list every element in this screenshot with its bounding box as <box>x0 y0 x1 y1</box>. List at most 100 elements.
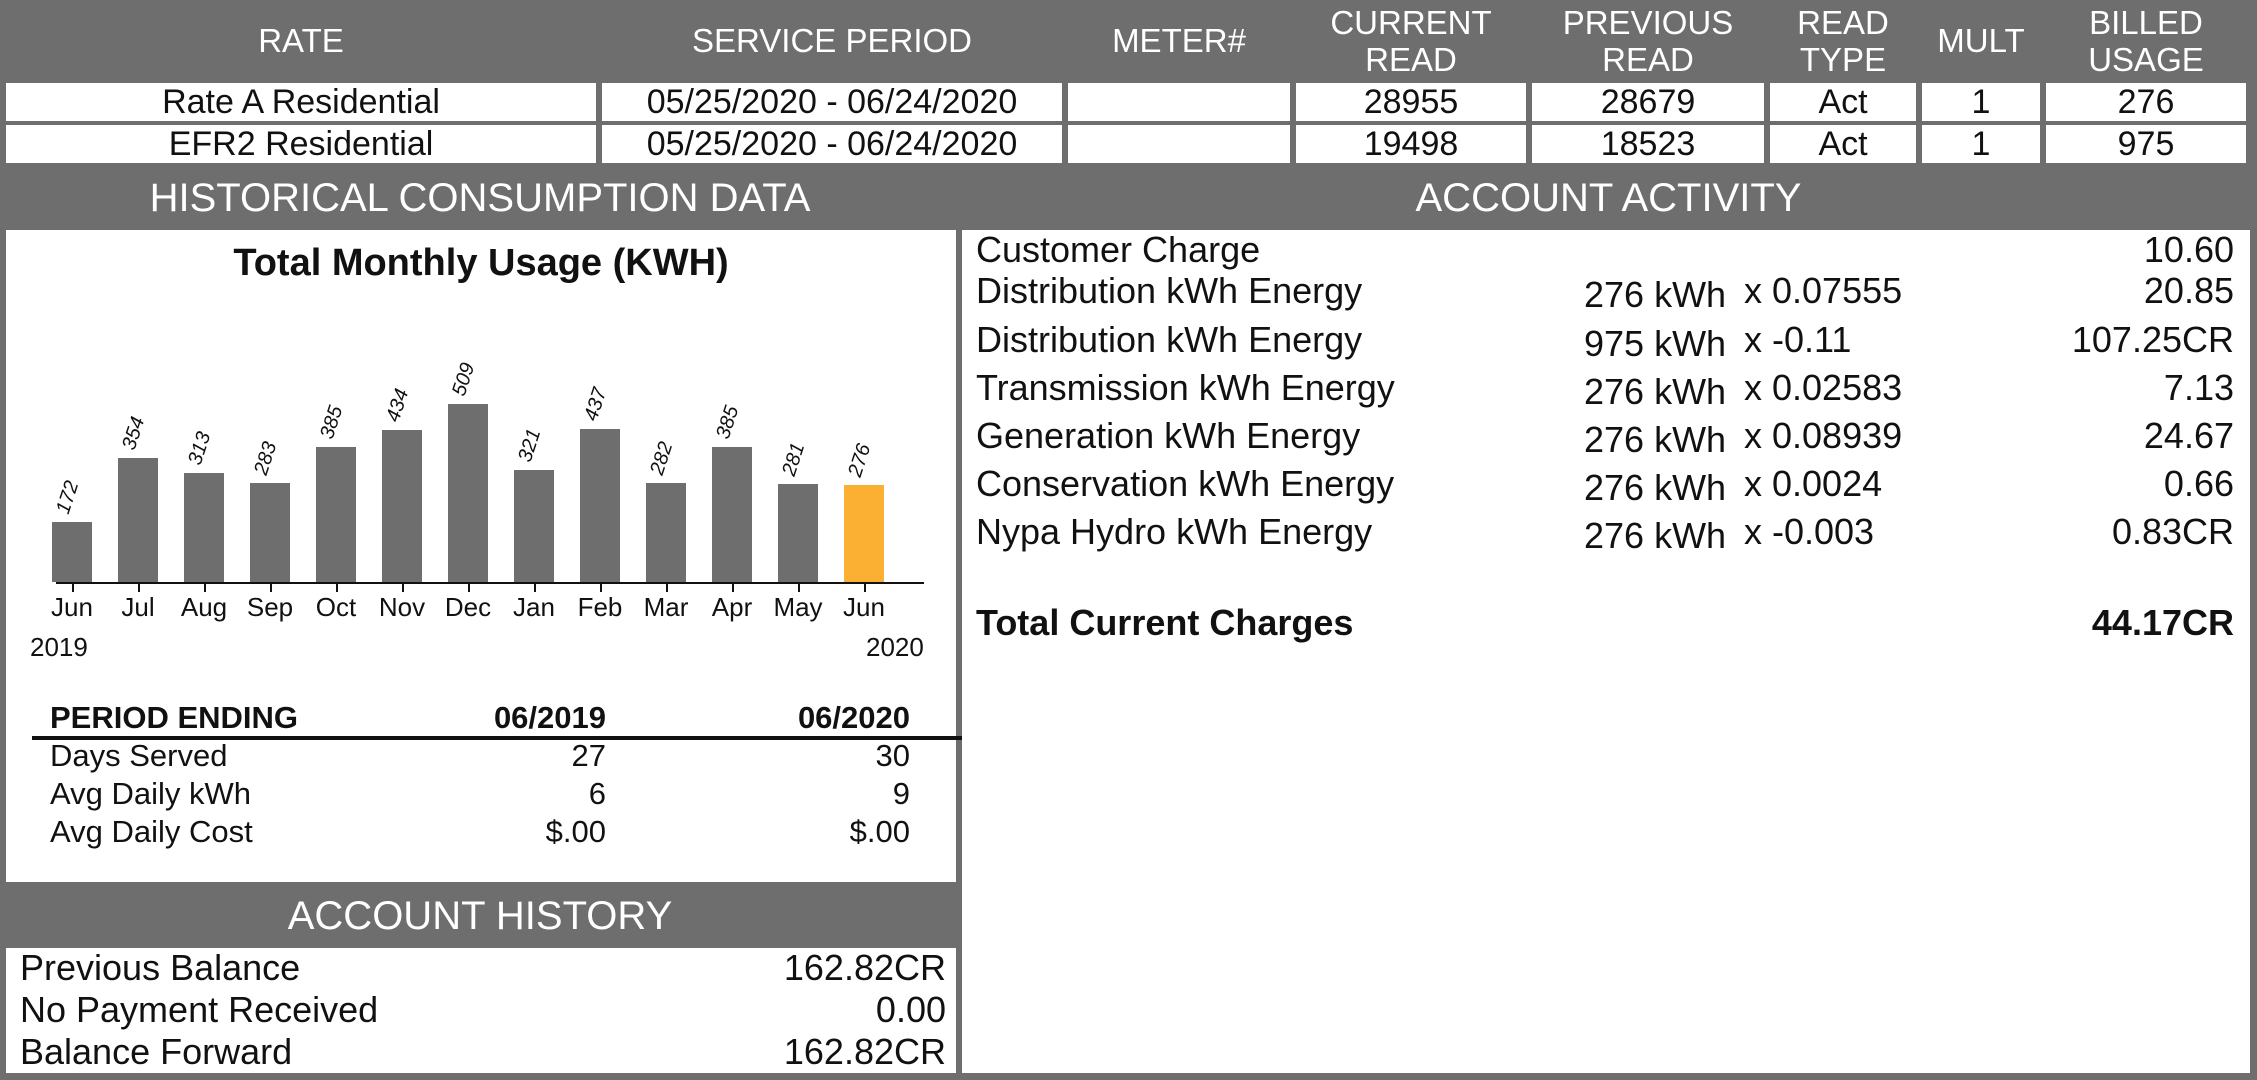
bar-value-label: 276 <box>844 441 876 481</box>
period-2019-value: 27 <box>571 738 606 773</box>
rate-cell: EFR2 Residential <box>6 125 596 163</box>
x-tick-mark <box>534 582 536 592</box>
x-tick-label: Mar <box>643 592 689 622</box>
activity-label: Distribution kWh Energy <box>976 270 1363 311</box>
chart-x-axis <box>56 582 924 584</box>
activity-label: Generation kWh Energy <box>976 415 1361 456</box>
activity-label: Customer Charge <box>976 229 1261 270</box>
rate-col-header: READ TYPE <box>1770 4 1916 78</box>
rate-col-header-line: CURRENT <box>1330 4 1492 41</box>
history-amount: 162.82CR <box>783 947 946 988</box>
period-2020-value: 30 <box>875 738 910 773</box>
activity-rate: x 0.0024 <box>1744 463 1883 504</box>
activity-quantity: 276 kWh <box>1584 467 1727 508</box>
activity-rate: x -0.11 <box>1744 319 1852 360</box>
rate-col-header-line: READ <box>1602 41 1694 78</box>
x-tick-label: Jul <box>121 592 155 622</box>
history-amount: 162.82CR <box>783 1031 946 1072</box>
x-tick-mark <box>600 582 602 592</box>
rate-col-header: CURRENT READ <box>1296 4 1526 78</box>
x-tick-mark <box>72 582 74 592</box>
rate-cell: 1 <box>1922 83 2040 121</box>
rate-col-header-line: PREVIOUS <box>1562 4 1734 41</box>
activity-amount: 24.67 <box>2143 415 2234 456</box>
usage-bar <box>514 469 554 582</box>
activity-rate: x 0.02583 <box>1744 367 1903 408</box>
rate-col-header-line: METER# <box>1112 22 1246 59</box>
x-tick-label: Dec <box>444 592 492 622</box>
x-tick-label: Feb <box>577 592 623 622</box>
bar-value-label: 385 <box>712 403 744 443</box>
rate-cell: 18523 <box>1532 125 1764 163</box>
x-tick-label: May <box>773 592 823 622</box>
x-tick-label: Oct <box>315 592 357 622</box>
period-row-label: Avg Daily Cost <box>50 814 253 849</box>
period-table-divider <box>32 736 962 740</box>
x-tick-mark <box>732 582 734 592</box>
historical-consumption-title: HISTORICAL CONSUMPTION DATA <box>149 176 811 220</box>
x-tick-label: Jun <box>51 592 93 622</box>
rate-col-header: PREVIOUS READ <box>1532 4 1764 78</box>
account-history-panel: Previous Balance 162.82CR No Payment Recei… <box>6 948 956 1073</box>
activity-amount: 20.85 <box>2143 270 2234 311</box>
period-2019-value: $.00 <box>545 814 606 849</box>
usage-bar <box>52 521 92 582</box>
x-tick-mark <box>468 582 470 592</box>
period-ending-label: PERIOD ENDING <box>50 700 299 735</box>
activity-quantity: 276 kWh <box>1584 274 1727 315</box>
rate-cell: 28679 <box>1532 83 1764 121</box>
rate-cell: 28955 <box>1296 83 1526 121</box>
usage-bar <box>580 429 620 582</box>
usage-bar <box>844 485 884 582</box>
rate-cell: 1 <box>1922 125 2040 163</box>
bar-value-label: 172 <box>52 477 84 517</box>
rate-cell: 975 <box>2046 125 2246 163</box>
x-tick-mark <box>666 582 668 592</box>
x-tick-label: Jun <box>843 592 885 622</box>
rate-col-header-line: BILLED <box>2089 4 2203 41</box>
rate-cell <box>1068 83 1290 121</box>
x-tick-mark <box>402 582 404 592</box>
rate-col-header: BILLED USAGE <box>2046 4 2246 78</box>
usage-bar <box>448 404 488 582</box>
rate-col-header: MULT <box>1922 22 2040 59</box>
activity-amount: 10.60 <box>2143 229 2234 270</box>
usage-bar <box>382 430 422 582</box>
x-tick-label: Jan <box>513 592 555 622</box>
bar-value-label: 283 <box>250 439 282 478</box>
activity-label: Conservation kWh Energy <box>976 463 1395 504</box>
bar-value-label: 434 <box>382 386 414 425</box>
x-tick-label: Aug <box>180 592 228 622</box>
total-current-charges-amount: 44.17CR <box>2091 602 2234 643</box>
bar-value-label: 321 <box>514 425 546 465</box>
rate-cell: 05/25/2020 - 06/24/2020 <box>602 83 1062 121</box>
chart-title: Total Monthly Usage (KWH) <box>233 242 729 284</box>
activity-quantity: 975 kWh <box>1584 323 1727 364</box>
rate-cell: 19498 <box>1296 125 1526 163</box>
rate-cell: Act <box>1770 83 1916 121</box>
activity-label: Nypa Hydro kWh Energy <box>976 511 1373 552</box>
activity-quantity: 276 kWh <box>1584 515 1727 556</box>
rate-cell: Rate A Residential <box>6 83 596 121</box>
rate-col-header: METER# <box>1068 22 1290 59</box>
activity-rate: x -0.003 <box>1744 511 1875 552</box>
total-current-charges-label: Total Current Charges <box>976 602 1354 643</box>
bar-value-label: 281 <box>778 439 810 479</box>
x-tick-label: Apr <box>711 592 753 622</box>
x-tick-mark <box>864 582 866 592</box>
usage-bar <box>250 483 290 582</box>
rate-col-header-line: USAGE <box>2088 41 2204 78</box>
period-2020-header: 06/2020 <box>797 700 910 735</box>
x-tick-mark <box>798 582 800 592</box>
history-amount: 0.00 <box>875 989 946 1030</box>
activity-label: Distribution kWh Energy <box>976 319 1363 360</box>
x-tick-mark <box>204 582 206 592</box>
activity-amount: 107.25CR <box>2071 319 2234 360</box>
bar-value-label: 509 <box>448 360 480 399</box>
rate-cell: Act <box>1770 125 1916 163</box>
x-tick-label: Nov <box>378 592 426 622</box>
activity-quantity: 276 kWh <box>1584 371 1727 412</box>
usage-bar-chart: 172 Jun 354 Jul 313 Aug 283 Sep 385 Oct 434 Nov 509 D… <box>6 230 956 670</box>
activity-rate: x 0.08939 <box>1744 415 1903 456</box>
usage-bar <box>712 447 752 582</box>
